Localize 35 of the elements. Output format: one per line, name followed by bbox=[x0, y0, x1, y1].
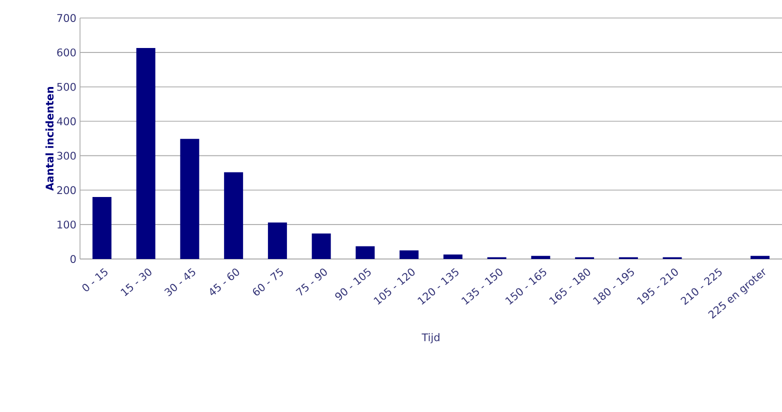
bar bbox=[136, 48, 156, 259]
x-tick-label: 0 - 15 bbox=[82, 268, 108, 292]
x-tick-label: 165 - 180 bbox=[549, 268, 590, 305]
y-tick-label: 600 bbox=[57, 48, 76, 56]
y-axis-title: Aantal incidenten bbox=[45, 86, 54, 191]
bar bbox=[356, 246, 375, 259]
x-tick-label: 45 - 60 bbox=[210, 268, 240, 296]
x-tick-label: 120 - 135 bbox=[418, 268, 458, 305]
x-tick-label: 195 - 210 bbox=[636, 268, 678, 305]
x-tick-label: 105 - 120 bbox=[374, 268, 415, 305]
bar bbox=[531, 256, 550, 259]
bar bbox=[400, 250, 419, 259]
y-tick-label: 100 bbox=[58, 220, 76, 229]
x-tick-label: 60 - 75 bbox=[253, 268, 283, 296]
x-axis-title: Tijd bbox=[422, 333, 440, 344]
bar bbox=[443, 254, 462, 259]
y-tick-label: 0 bbox=[70, 255, 76, 263]
x-tick-label: 135 - 150 bbox=[461, 268, 502, 305]
y-tick-label: 200 bbox=[57, 186, 76, 194]
y-tick-label: 400 bbox=[56, 117, 76, 126]
bar bbox=[312, 234, 331, 259]
bar bbox=[750, 256, 770, 259]
bar bbox=[92, 197, 112, 259]
x-tick-label: 15 - 30 bbox=[120, 268, 152, 296]
y-tick-label: 500 bbox=[57, 82, 76, 91]
x-tick-label: 30 - 45 bbox=[164, 268, 196, 296]
x-tick-label: 150 - 165 bbox=[505, 268, 546, 305]
bar bbox=[224, 172, 244, 259]
bar bbox=[180, 138, 200, 259]
bar bbox=[268, 222, 287, 259]
y-tick-label: 700 bbox=[57, 14, 76, 22]
x-tick-label: 75 - 90 bbox=[296, 268, 327, 296]
y-tick-label: 300 bbox=[57, 152, 76, 160]
x-tick-label: 90 - 105 bbox=[335, 268, 371, 300]
x-tick-label: 180 - 195 bbox=[593, 268, 634, 305]
